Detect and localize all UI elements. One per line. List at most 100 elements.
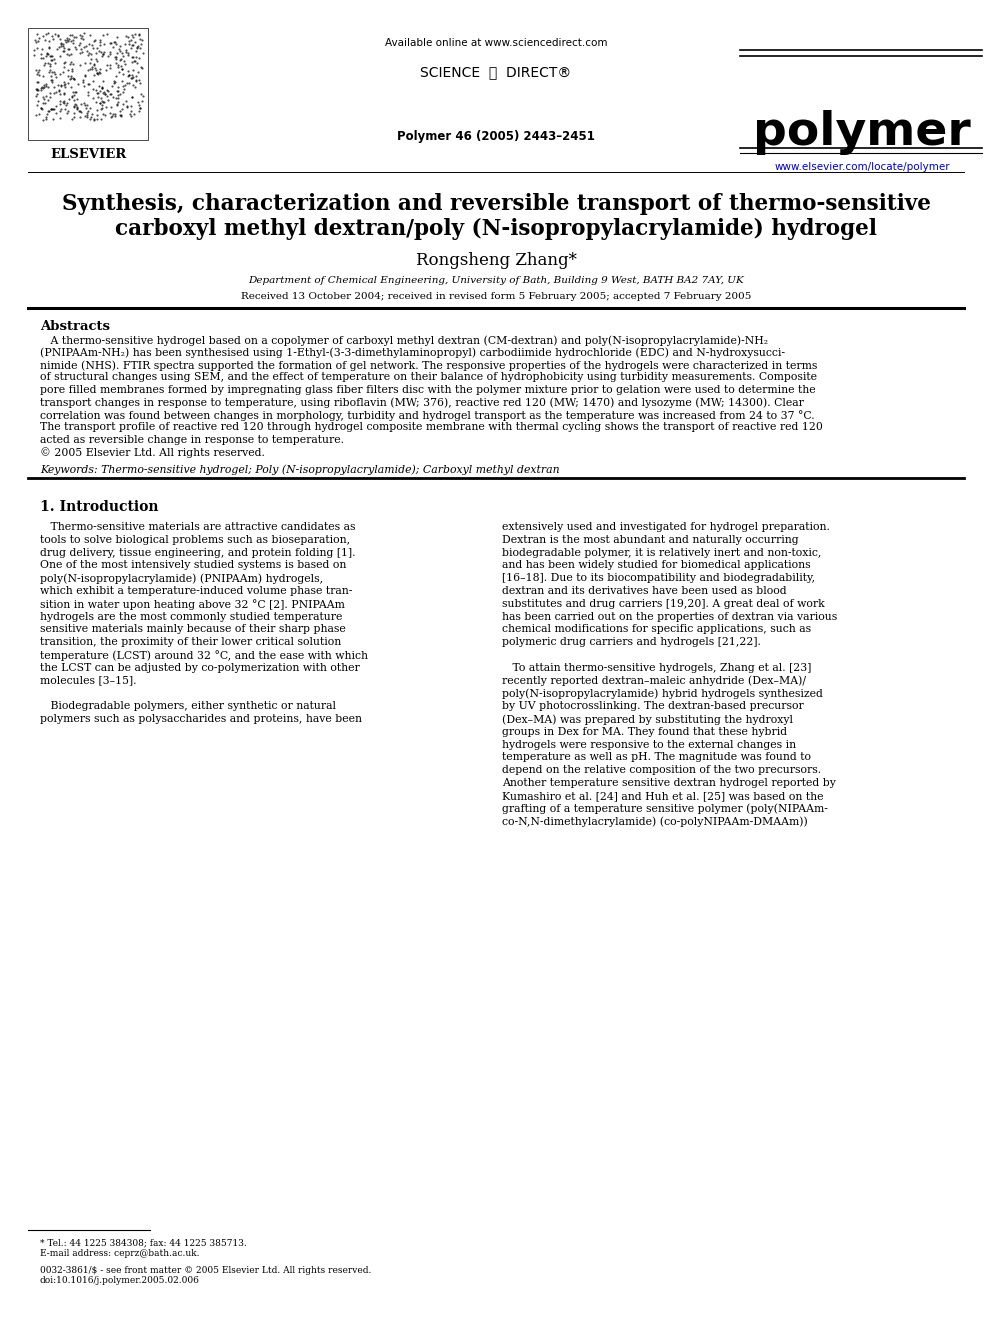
Point [41, 42, 57, 64]
Point [92, 93, 108, 114]
Point [30, 71, 46, 93]
Point [130, 36, 146, 57]
Text: E-mail address: ceprz@bath.ac.uk.: E-mail address: ceprz@bath.ac.uk. [40, 1249, 199, 1258]
Point [131, 24, 147, 45]
Point [61, 28, 76, 49]
Point [26, 44, 42, 65]
Point [129, 69, 145, 90]
Point [43, 45, 59, 66]
Text: poly(N-isopropylacrylamide) (PNIPAAm) hydrogels,: poly(N-isopropylacrylamide) (PNIPAAm) hy… [40, 573, 323, 583]
Text: the LCST can be adjusted by co-polymerization with other: the LCST can be adjusted by co-polymeriz… [40, 663, 360, 673]
Point [107, 106, 123, 127]
Point [56, 52, 71, 73]
Point [50, 74, 65, 95]
Point [91, 40, 107, 61]
Text: The transport profile of reactive red 120 through hydrogel composite membrane wi: The transport profile of reactive red 12… [40, 422, 823, 433]
Point [28, 78, 44, 99]
Point [43, 49, 59, 70]
Point [92, 81, 108, 102]
Text: Keywords: Thermo-sensitive hydrogel; Poly (N-isopropylacrylamide); Carboxyl meth: Keywords: Thermo-sensitive hydrogel; Pol… [40, 464, 559, 475]
Point [135, 42, 151, 64]
Point [30, 90, 46, 111]
Text: www.elsevier.com/locate/polymer: www.elsevier.com/locate/polymer [774, 161, 949, 172]
Point [64, 25, 80, 46]
Point [65, 81, 81, 102]
Text: sensitive materials mainly because of their sharp phase: sensitive materials mainly because of th… [40, 624, 346, 635]
Point [63, 44, 79, 65]
Text: chemical modifications for specific applications, such as: chemical modifications for specific appl… [502, 624, 811, 635]
Point [132, 98, 148, 119]
Text: © 2005 Elsevier Ltd. All rights reserved.: © 2005 Elsevier Ltd. All rights reserved… [40, 447, 265, 458]
Point [82, 48, 98, 69]
Point [60, 44, 75, 65]
Point [91, 62, 107, 83]
Point [89, 37, 105, 58]
Point [57, 82, 72, 103]
Point [94, 83, 110, 105]
Point [125, 66, 141, 87]
Text: polymers such as polysaccharides and proteins, have been: polymers such as polysaccharides and pro… [40, 714, 362, 724]
Point [120, 44, 136, 65]
Text: Thermo-sensitive materials are attractive candidates as: Thermo-sensitive materials are attractiv… [40, 523, 355, 532]
Point [37, 30, 53, 52]
Point [87, 29, 103, 50]
Point [107, 71, 123, 93]
Point [114, 70, 130, 91]
Text: temperature as well as pH. The magnitude was found to: temperature as well as pH. The magnitude… [502, 753, 811, 762]
Point [43, 98, 59, 119]
Point [117, 53, 133, 74]
Point [99, 54, 115, 75]
Point [128, 46, 144, 67]
Text: 1. Introduction: 1. Introduction [40, 500, 159, 515]
Point [36, 93, 52, 114]
Point [82, 24, 98, 45]
Point [131, 25, 147, 46]
Point [113, 56, 129, 77]
Text: Biodegradable polymers, either synthetic or natural: Biodegradable polymers, either synthetic… [40, 701, 336, 712]
Point [75, 37, 91, 58]
Point [128, 41, 144, 62]
Point [93, 78, 109, 99]
Point [30, 30, 46, 52]
Point [85, 70, 101, 91]
Point [53, 45, 68, 66]
Point [89, 99, 105, 120]
Point [39, 42, 55, 64]
Point [113, 48, 129, 69]
Point [42, 53, 58, 74]
Text: co-N,N-dimethylacrylamide) (co-polyNIPAAm-DMAAm)): co-N,N-dimethylacrylamide) (co-polyNIPAA… [502, 816, 807, 827]
Text: Abstracts: Abstracts [40, 320, 110, 333]
Point [53, 90, 68, 111]
Point [128, 66, 144, 87]
Point [124, 86, 140, 107]
Text: which exhibit a temperature-induced volume phase tran-: which exhibit a temperature-induced volu… [40, 586, 352, 595]
Text: correlation was found between changes in morphology, turbidity and hydrogel tran: correlation was found between changes in… [40, 410, 814, 421]
Point [98, 22, 114, 44]
Point [92, 93, 108, 114]
Point [134, 34, 150, 56]
Point [62, 25, 78, 46]
Point [64, 58, 80, 79]
Text: Dextran is the most abundant and naturally occurring: Dextran is the most abundant and natural… [502, 534, 799, 545]
Point [119, 97, 135, 118]
Point [134, 57, 150, 78]
Point [110, 85, 126, 106]
Point [103, 107, 119, 128]
Point [45, 98, 61, 119]
Point [33, 98, 49, 119]
Point [85, 87, 101, 108]
Point [76, 93, 92, 114]
Text: dextran and its derivatives have been used as blood: dextran and its derivatives have been us… [502, 586, 787, 595]
Point [135, 85, 151, 106]
Point [57, 74, 72, 95]
Text: hydrogels are the most commonly studied temperature: hydrogels are the most commonly studied … [40, 611, 342, 622]
Point [62, 52, 78, 73]
Point [60, 38, 75, 60]
Point [79, 94, 95, 115]
Point [131, 69, 147, 90]
Point [59, 95, 74, 116]
Point [54, 36, 69, 57]
Point [103, 97, 119, 118]
Point [127, 50, 143, 71]
Point [87, 60, 103, 81]
